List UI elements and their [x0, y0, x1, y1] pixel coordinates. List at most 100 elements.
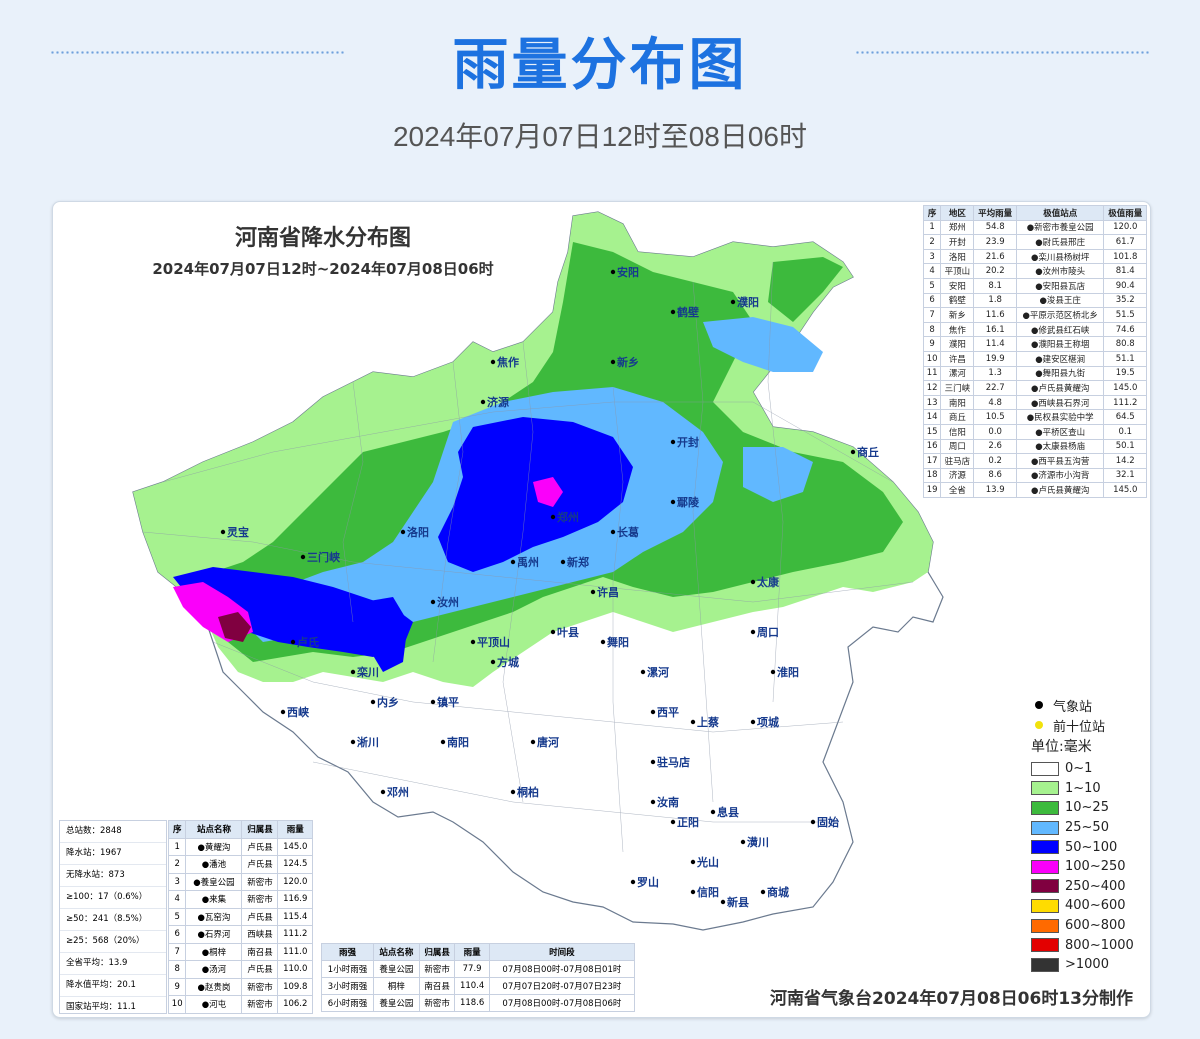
map-place-label: 周口 [757, 626, 779, 639]
city-table-cell: 鹤壁 [940, 292, 975, 309]
legend-swatch [1031, 840, 1059, 855]
top-table-row: 2 ●潘池 卢氏县 124.5 [167, 855, 313, 874]
map-place-label: 潢川 [747, 835, 769, 849]
city-table-cell: 漯河 [940, 365, 975, 382]
station-marker [650, 799, 656, 805]
city-table-row: 2 开封 23.9 ●尉氏县邢庄 61.7 [922, 234, 1147, 250]
legend-label: 600~800 [1065, 918, 1126, 934]
city-table-cell: 16 [922, 438, 942, 455]
top-table-cell: ●黄耀沟 [185, 837, 243, 856]
station-marker [610, 529, 616, 535]
intensity-table-cell: 118.6 [454, 994, 490, 1012]
map-subtitle: 2024年07月07日12时~2024年07月08日06时 [152, 260, 494, 278]
city-table-cell: 5 [922, 277, 942, 294]
station-marker [560, 559, 566, 565]
city-table-cell: 驻马店 [940, 453, 975, 469]
city-table-cell: 1 [922, 219, 942, 236]
statistics-panel: 总站数：2848 降水站：1967 无降水站：873 ≥100：17（0.6%） ≥50… [59, 820, 167, 1014]
legend-label: 25~50 [1065, 820, 1109, 836]
map-place-label: 汝州 [437, 595, 459, 609]
city-table-cell: 全省 [940, 482, 975, 498]
legend-item: 1~10 [1031, 779, 1141, 799]
top-table-cell: 1 [167, 837, 187, 856]
city-table-row: 3 洛阳 21.6 ●栾川县杨树坪 101.8 [922, 248, 1147, 265]
intensity-table-cell: 6小时雨强 [320, 994, 375, 1012]
city-table-cell: 90.4 [1103, 277, 1147, 294]
station-marker [750, 629, 756, 635]
top-table-cell: 120.0 [277, 872, 313, 891]
city-table-cell: 1.3 [973, 365, 1017, 382]
top-table-header: 站点名称 [185, 820, 243, 839]
city-table-cell: 1.8 [973, 292, 1017, 309]
legend-item: 250~400 [1031, 877, 1141, 897]
city-table-cell: ●濮阳县王称堌 [1015, 336, 1105, 352]
city-table-cell: ●浚县王庄 [1015, 292, 1105, 309]
statistic-item: 降水值平均：20.1 [60, 975, 166, 997]
city-table-cell: 101.8 [1103, 248, 1147, 265]
city-table-row: 1 郑州 54.8 ●新密市養皇公园 120.0 [922, 219, 1147, 236]
top-table-header: 序 [167, 820, 187, 839]
rain-zone-100-250-zz [533, 477, 563, 507]
station-marker [610, 359, 616, 365]
city-table-row: 14 商丘 10.5 ●民权县实验中学 64.5 [922, 409, 1147, 425]
city-table-cell: ●新密市養皇公园 [1015, 219, 1105, 236]
map-place-label: 洛阳 [407, 525, 429, 539]
map-place-label: 卢氏 [297, 635, 319, 649]
station-marker [690, 889, 696, 895]
city-table-header: 序 [922, 205, 942, 221]
city-table-cell: 济源 [940, 467, 975, 484]
city-table-cell: 郑州 [940, 219, 975, 236]
station-marker [280, 709, 286, 715]
city-table-cell: ●西平县五沟营 [1015, 453, 1105, 469]
city-table-cell: 商丘 [940, 409, 975, 425]
map-place-label: 焦作 [496, 355, 519, 369]
map-place-label: 安阳 [617, 265, 639, 279]
city-table-cell: 19.9 [973, 350, 1017, 367]
top-table-row: 4 ●来集 新密市 116.9 [167, 890, 313, 909]
station-marker [430, 599, 436, 605]
map-place-label: 灵宝 [227, 525, 249, 539]
intensity-table: 雨强 站点名称 归属县 雨量 时间段 1小时雨强 養皇公园 新密市 77.9 07月08日00时… [320, 943, 636, 1012]
city-table-cell: 61.7 [1103, 234, 1147, 250]
city-table-cell: 0.1 [1103, 423, 1147, 440]
city-table-cell: ●平桥区查山 [1015, 423, 1105, 440]
top-table-cell: 卢氏县 [241, 837, 279, 856]
station-marker [350, 739, 356, 745]
city-table-cell: ●建安区椹涧 [1015, 350, 1105, 367]
intensity-table-cell: 養皇公园 [373, 960, 420, 978]
top-table-cell: 111.2 [277, 925, 313, 944]
map-place-label: 鹤壁 [677, 305, 699, 319]
map-place-label: 上蔡 [697, 715, 719, 729]
city-table-cell: ●卢氏县黄耀沟 [1015, 482, 1105, 498]
city-table-cell: 50.1 [1103, 438, 1147, 455]
city-table-cell: 51.1 [1103, 350, 1147, 367]
city-table-cell: 三门峡 [940, 380, 975, 396]
top-table-cell: 116.9 [277, 890, 313, 909]
map-place-label: 桐柏 [517, 785, 539, 799]
header-decoration-left [50, 51, 345, 57]
city-table-cell: 14.2 [1103, 453, 1147, 469]
city-table-cell: ●卢氏县黄耀沟 [1015, 380, 1105, 396]
rain-zone-50-100-south [363, 597, 408, 672]
map-place-label: 罗山 [637, 875, 659, 889]
station-marker [670, 819, 676, 825]
map-place-label: 禹州 [517, 555, 539, 569]
legend-swatch [1031, 800, 1059, 815]
city-table-cell: ●太康县杨庙 [1015, 438, 1105, 455]
station-marker [550, 629, 556, 635]
legend-swatch [1031, 918, 1059, 933]
legend-swatch [1031, 761, 1059, 776]
top-table-cell: 124.5 [277, 855, 313, 874]
top-table-cell: ●河屯 [185, 995, 243, 1014]
station-marker [750, 719, 756, 725]
city-table-cell: 14 [922, 409, 942, 425]
city-table-cell: ●平原示范区桥北乡 [1015, 307, 1105, 323]
map-place-label: 正阳 [677, 815, 699, 829]
map-place-label: 淮阳 [777, 665, 799, 679]
map-credit: 河南省气象台2024年07月08日06时13分制作 [770, 989, 1133, 1009]
top-table-cell: 111.0 [277, 942, 313, 961]
legend-swatch [1031, 938, 1059, 953]
top-table-cell: ●赵贵岗 [185, 977, 243, 996]
statistic-item: 总站数：2848 [60, 821, 166, 843]
